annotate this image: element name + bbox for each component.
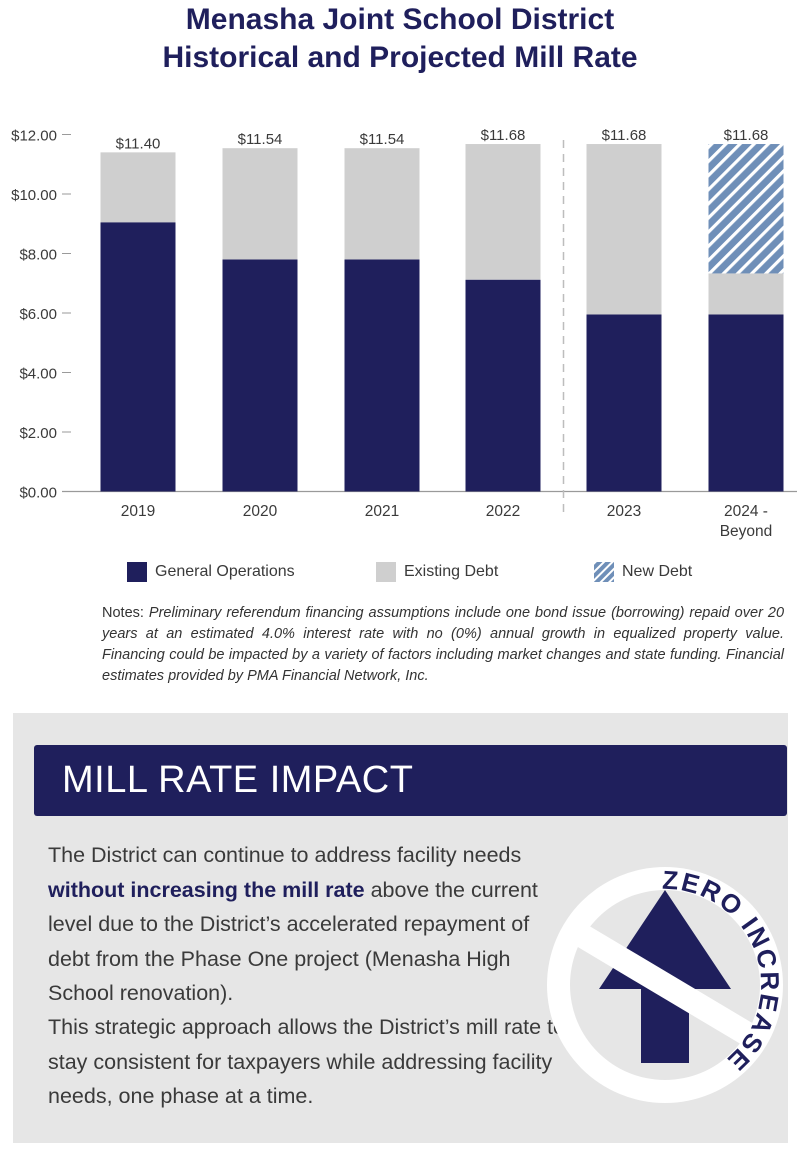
prohibition-slash-icon bbox=[564, 918, 766, 1052]
chart-title-line-1: Menasha Joint School District bbox=[185, 3, 615, 36]
data-label-total: $11.68 bbox=[602, 127, 647, 144]
y-tick-label: $2.00 bbox=[19, 425, 57, 442]
y-tick-label: $10.00 bbox=[11, 187, 57, 204]
y-tick-label: $0.00 bbox=[19, 485, 57, 502]
legend-swatch-existing-debt bbox=[376, 562, 396, 582]
notes-lead: Notes: bbox=[102, 605, 144, 621]
y-tick-label: $8.00 bbox=[19, 247, 57, 264]
y-tick-label: $4.00 bbox=[19, 366, 57, 383]
y-tick-label: $12.00 bbox=[11, 128, 57, 145]
bar-existing-debt-2023 bbox=[586, 144, 662, 315]
legend-general-operations: General Operations bbox=[127, 561, 295, 583]
bar-existing-debt-2024 bbox=[708, 273, 784, 315]
impact-paragraph-1-highlight: without increasing the mill rate bbox=[48, 877, 365, 902]
x-tick-label: 2021 bbox=[365, 503, 399, 520]
legend-swatch-new-debt bbox=[594, 562, 614, 582]
impact-paragraph-1-end: above the current level due to the Distr… bbox=[48, 877, 538, 1006]
bar-general-operations-2020 bbox=[222, 259, 298, 492]
impact-banner-title: MILL RATE IMPACT bbox=[62, 759, 414, 801]
zero-increase-badge: ZERO INCREASE bbox=[547, 865, 783, 1103]
impact-paragraph-1-start: The District can continue to address fac… bbox=[48, 843, 522, 867]
legend-existing-debt: Existing Debt bbox=[376, 561, 498, 583]
bar-existing-debt-2019 bbox=[100, 152, 176, 223]
x-tick-label: 2024 - bbox=[724, 503, 768, 520]
legend-label-existing-debt: Existing Debt bbox=[404, 563, 499, 580]
mill-rate-chart: $0.00 $2.00 $4.00 $6.00 $8.00 $10.00 $12.00 $11… bbox=[11, 127, 797, 540]
data-label-total: $11.40 bbox=[116, 135, 161, 152]
bar-general-operations-2022 bbox=[465, 279, 541, 492]
chart-title-line-2: Historical and Projected Mill Rate bbox=[162, 41, 638, 74]
data-label-total: $11.68 bbox=[481, 127, 526, 144]
impact-paragraph-1: The District can continue to address fac… bbox=[48, 838, 568, 1011]
x-tick-label: Beyond bbox=[720, 523, 773, 540]
bar-general-operations-2021 bbox=[344, 259, 420, 492]
data-label-total: $11.54 bbox=[360, 131, 405, 148]
x-tick-label: 2022 bbox=[486, 503, 520, 520]
bar-general-operations-2019 bbox=[100, 222, 176, 492]
bar-new-debt-2024 bbox=[708, 144, 784, 274]
legend-label-general-operations: General Operations bbox=[155, 563, 295, 580]
financing-notes: Notes: Preliminary referendum financing … bbox=[102, 603, 784, 687]
y-tick-label: $6.00 bbox=[19, 306, 57, 323]
legend-label-new-debt: New Debt bbox=[622, 563, 693, 580]
x-tick-label: 2019 bbox=[121, 503, 155, 520]
legend-new-debt: New Debt bbox=[594, 561, 692, 583]
notes-body: Preliminary referendum financing assumpt… bbox=[102, 605, 785, 684]
x-tick-label: 2023 bbox=[607, 503, 641, 520]
bar-existing-debt-2022 bbox=[465, 144, 541, 280]
legend-swatch-general-operations bbox=[127, 562, 147, 582]
data-label-total: $11.54 bbox=[238, 131, 283, 148]
bar-existing-debt-2020 bbox=[222, 148, 298, 260]
bar-existing-debt-2021 bbox=[344, 148, 420, 260]
impact-banner: MILL RATE IMPACT bbox=[34, 745, 787, 816]
impact-paragraph-2: This strategic approach allows the Distr… bbox=[48, 1015, 565, 1108]
data-label-total: $11.68 bbox=[724, 127, 769, 144]
x-tick-label: 2020 bbox=[243, 503, 278, 520]
bar-general-operations-2024 bbox=[708, 314, 784, 492]
bar-general-operations-2023 bbox=[586, 314, 662, 492]
